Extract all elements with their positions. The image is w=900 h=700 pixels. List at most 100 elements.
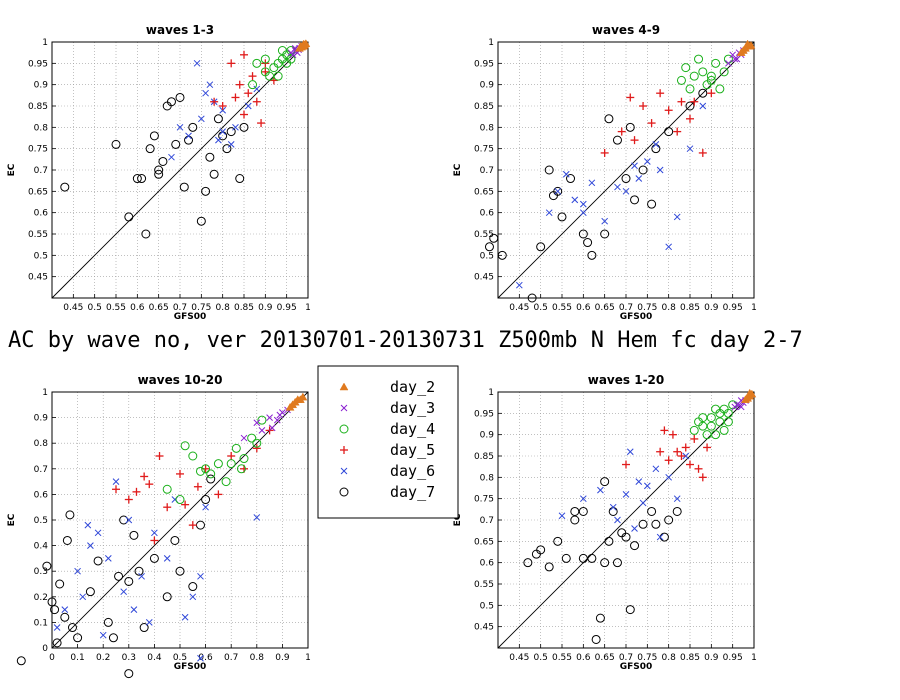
point-day_7 xyxy=(600,229,610,239)
point-day_7 xyxy=(570,506,580,516)
legend-label: day_6 xyxy=(390,462,435,480)
point-day_6 xyxy=(151,529,158,537)
y-tick-label: 0.5 xyxy=(34,251,48,261)
x-tick-label: 0.45 xyxy=(509,303,529,313)
y-tick-label: 0.6 xyxy=(480,209,495,219)
x-tick-label: 0.45 xyxy=(63,303,83,313)
point-day_7 xyxy=(536,545,546,555)
point-day_7 xyxy=(149,131,159,141)
panel-title: waves 1-3 xyxy=(146,23,214,37)
tick-labels: 0.45 0.5 0.55 0.6 0.65 0.7 0.75 0.8 0.85 0.9 0.95 1… xyxy=(474,38,757,313)
y-tick-label: 0.3 xyxy=(34,567,48,577)
series-day_4 xyxy=(248,46,296,90)
point-day_4 xyxy=(698,413,708,423)
point-day_7 xyxy=(536,242,546,252)
point-day_4 xyxy=(213,459,223,469)
point-day_7 xyxy=(50,605,60,615)
y-tick-label: 0.95 xyxy=(28,59,48,69)
point-day_7 xyxy=(226,127,236,137)
y-tick-label: 0.2 xyxy=(34,593,48,603)
point-day_5 xyxy=(673,127,682,136)
series-day_7 xyxy=(523,477,682,644)
x-tick-label: 0.95 xyxy=(723,653,743,663)
point-day_4 xyxy=(231,443,241,453)
point-day_5 xyxy=(210,97,219,106)
x-tick-label: 0.65 xyxy=(595,303,615,313)
x-tick-label: 0.65 xyxy=(595,653,615,663)
point-day_7 xyxy=(60,612,70,622)
x-tick-label: 0.65 xyxy=(149,303,169,313)
point-day_7 xyxy=(617,528,627,538)
point-day_3 xyxy=(737,403,745,411)
y-tick-label: 0.7 xyxy=(480,166,494,176)
x-tick-label: 0.9 xyxy=(704,303,719,313)
x-axis-label: GFS00 xyxy=(620,662,653,672)
point-day_4 xyxy=(702,80,712,90)
point-day_7 xyxy=(578,229,588,239)
point-day_5 xyxy=(155,452,164,460)
point-day_4 xyxy=(252,438,262,448)
x-tick-label: 0.7 xyxy=(619,303,633,313)
point-day_7 xyxy=(489,233,499,243)
point-day_5 xyxy=(668,430,677,439)
legend-box xyxy=(317,365,459,519)
point-day_7 xyxy=(672,506,682,516)
point-day_6 xyxy=(185,132,192,140)
y-tick-label: 0.75 xyxy=(474,495,494,505)
point-day_5 xyxy=(240,464,248,473)
point-day_7 xyxy=(664,127,674,137)
point-day_7 xyxy=(523,558,533,568)
point-day_7 xyxy=(206,474,216,484)
point-day_7 xyxy=(553,536,563,546)
point-day_7 xyxy=(625,122,635,132)
point-day_6 xyxy=(189,593,197,601)
point-day_7 xyxy=(170,535,180,545)
point-day_4 xyxy=(719,404,729,414)
point-day_6 xyxy=(232,123,239,131)
point-day_5 xyxy=(703,443,712,452)
point-day_7 xyxy=(124,669,134,679)
y-tick-label: 1 xyxy=(42,388,48,398)
x-tick-label: 0.95 xyxy=(277,303,297,313)
point-day_7 xyxy=(595,613,605,623)
series-day_2 xyxy=(285,392,308,411)
y-tick-label: 0.45 xyxy=(474,623,494,633)
point-day_7 xyxy=(544,165,554,175)
point-day_5 xyxy=(188,521,197,530)
y-tick-label: 0.75 xyxy=(28,145,48,155)
x-axis-label: GFS00 xyxy=(620,312,653,322)
point-day_6 xyxy=(197,115,205,123)
point-day_6 xyxy=(181,613,189,621)
y-tick-label: 0.4 xyxy=(34,542,49,552)
point-day_6 xyxy=(87,542,94,549)
point-day_5 xyxy=(698,148,707,157)
y-tick-label: 0.65 xyxy=(474,187,494,197)
point-day_7 xyxy=(141,229,151,239)
point-day_3 xyxy=(266,414,273,421)
x-tick-label: 0.1 xyxy=(70,653,84,663)
y-tick-label: 0.95 xyxy=(474,59,494,69)
series-day_4 xyxy=(676,54,733,94)
point-day_7 xyxy=(158,156,168,166)
x-tick-label: 0.6 xyxy=(576,303,591,313)
x-tick-label: 0.75 xyxy=(637,303,657,313)
point-day_6 xyxy=(120,588,128,596)
series-day_7 xyxy=(484,88,708,303)
tick-labels: 0.45 0.5 0.55 0.6 0.65 0.7 0.75 0.8 0.85 0.9 0.95 1… xyxy=(28,38,311,313)
point-day_7 xyxy=(52,638,62,648)
point-day_6 xyxy=(206,81,214,89)
point-day_7 xyxy=(209,169,219,179)
panel-title: waves 4-9 xyxy=(592,23,660,37)
point-day_5 xyxy=(214,490,223,499)
point-day_7 xyxy=(129,530,139,540)
point-day_5 xyxy=(244,89,253,98)
point-day_7 xyxy=(561,553,571,563)
point-day_4 xyxy=(265,71,275,81)
point-day_5 xyxy=(218,102,227,110)
point-day_7 xyxy=(527,293,537,303)
series-day_5 xyxy=(112,426,274,545)
series-day_6 xyxy=(515,102,707,289)
point-day_6 xyxy=(639,499,647,507)
point-day_4 xyxy=(221,477,231,487)
series-day_4 xyxy=(162,415,267,505)
